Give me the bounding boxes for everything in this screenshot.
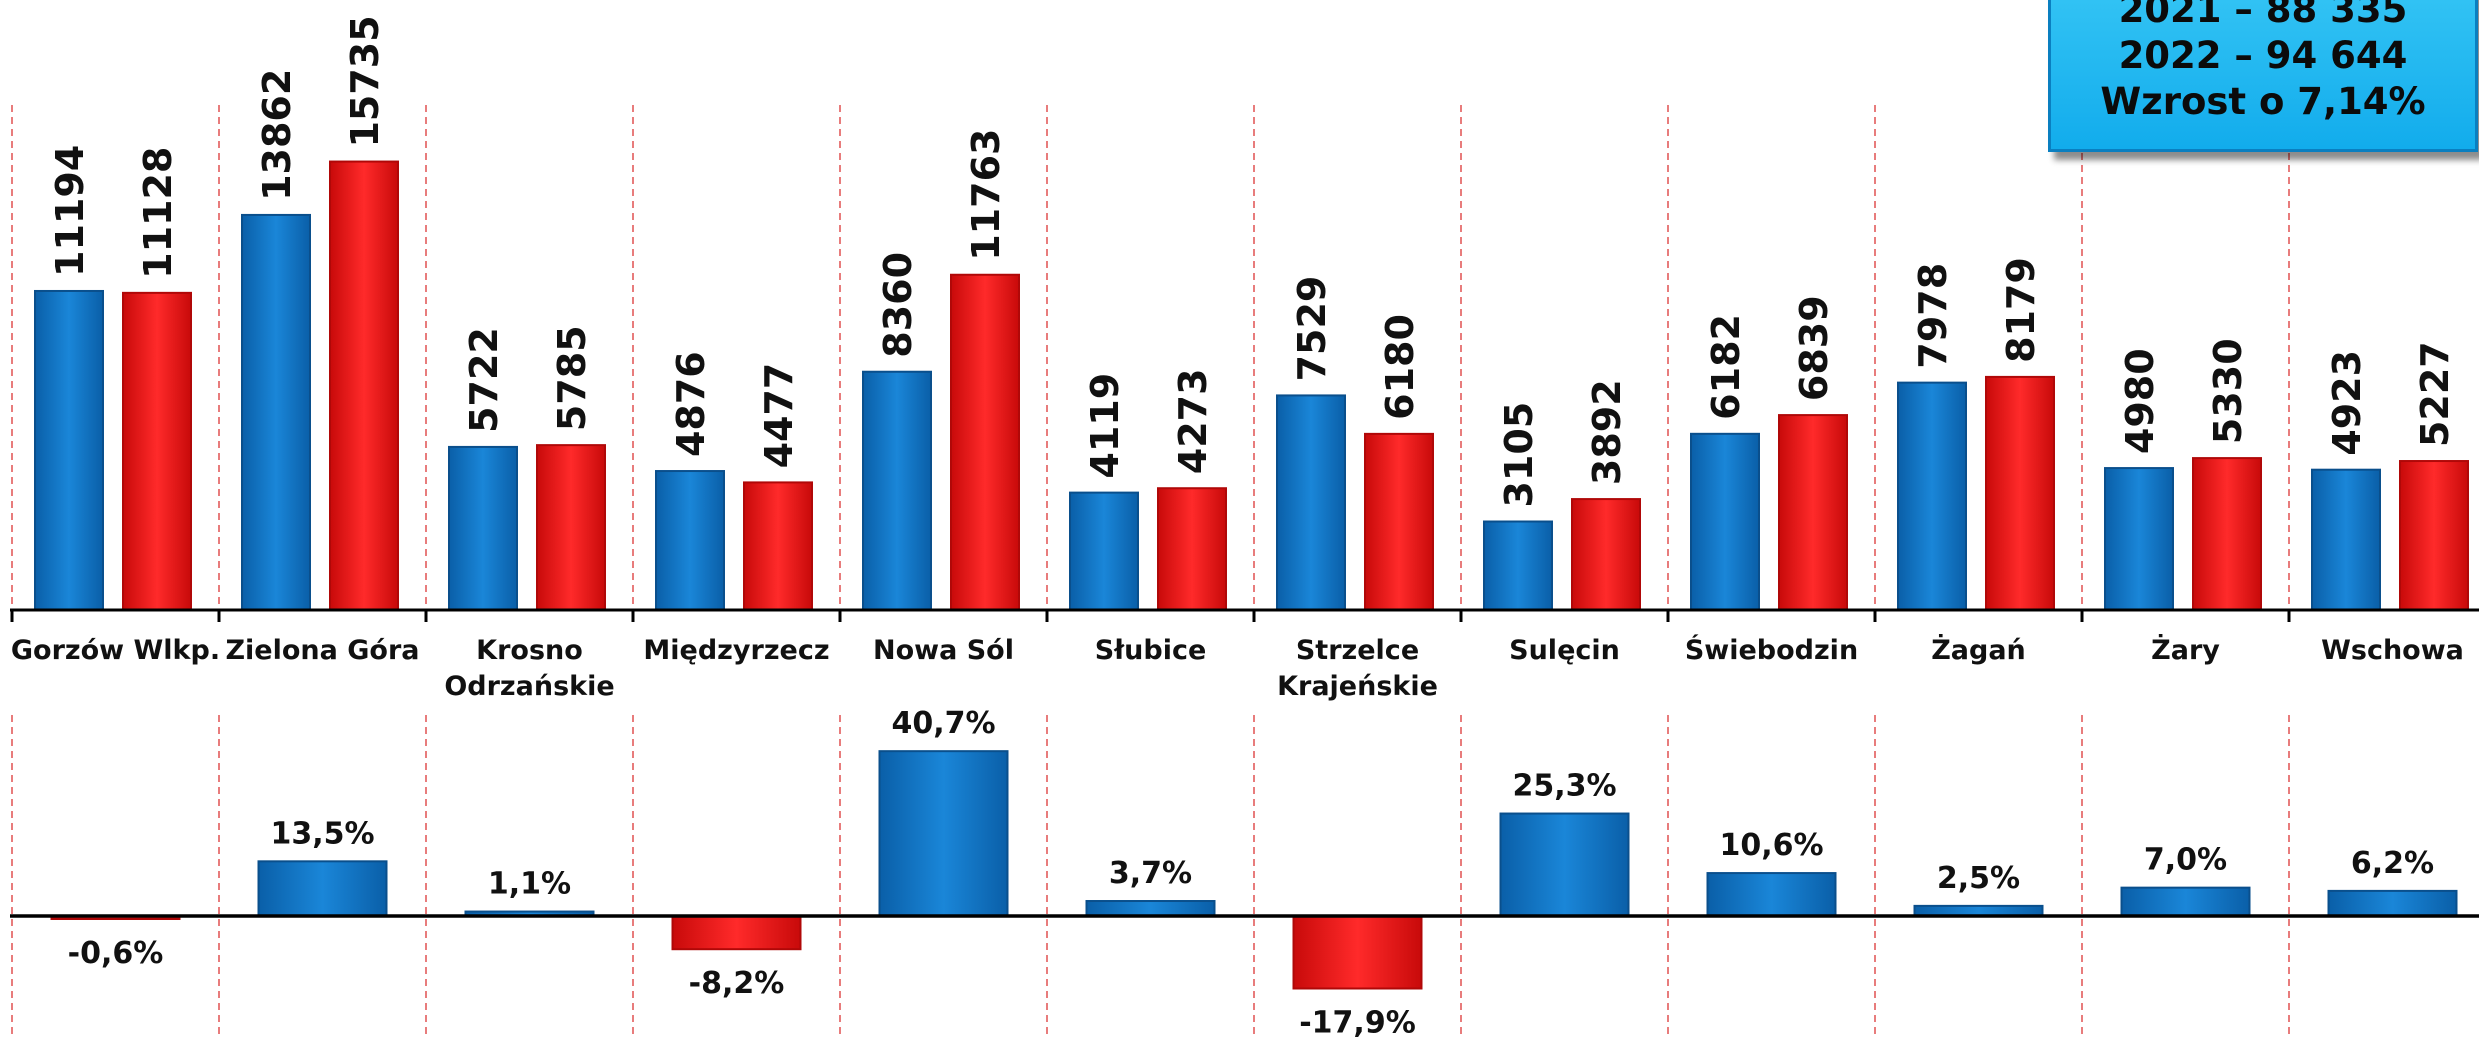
bar-2021: [2311, 468, 2381, 611]
data-label: 3892: [1585, 379, 1629, 485]
summary-box: 2021 – 88 335 2022 – 94 644 Wzrost o 7,1…: [2048, 0, 2478, 152]
bar-2021: [241, 213, 311, 611]
data-label: 4273: [1171, 368, 1215, 474]
data-label: 11763: [964, 129, 1008, 261]
bar-2022: [1157, 487, 1227, 612]
growth-bar: [2327, 889, 2458, 918]
growth-label: -0,6%: [68, 936, 164, 971]
data-label: 3105: [1497, 402, 1541, 508]
data-label: 8179: [1999, 257, 2043, 363]
growth-bar: [671, 915, 802, 951]
category-label: Gorzów Wlkp.: [11, 635, 220, 666]
data-label: 13862: [255, 69, 299, 201]
bar-2022: [1571, 498, 1641, 611]
data-label: 6182: [1704, 314, 1748, 420]
data-label: 4923: [2325, 350, 2369, 456]
bar-2021: [1690, 432, 1760, 611]
category-label: Strzelce: [1296, 635, 1419, 666]
bar-2022: [2399, 460, 2469, 611]
bar-2021: [655, 470, 725, 611]
category-label: Krajeńskie: [1277, 671, 1438, 702]
growth-label: 13,5%: [270, 816, 374, 851]
data-label: 11128: [136, 147, 180, 279]
growth-bar: [257, 860, 388, 918]
growth-bar: [1706, 872, 1837, 918]
category-label: Żagań: [1931, 634, 2026, 666]
bar-2022: [743, 481, 813, 611]
bar-2022: [950, 273, 1020, 611]
bar-2022: [329, 160, 399, 612]
category-label: Międzyrzecz: [643, 635, 829, 666]
bar-2021: [1483, 520, 1553, 612]
growth-label: 10,6%: [1719, 828, 1823, 863]
bar-2022: [1364, 432, 1434, 611]
category-label: Słubice: [1095, 635, 1207, 666]
bar-2021: [1069, 491, 1139, 611]
data-label: 5722: [462, 327, 506, 433]
summary-line-2022: 2022 – 94 644: [2118, 34, 2408, 77]
category-label: Świebodzin: [1685, 634, 1858, 666]
bar-2021: [2104, 467, 2174, 611]
growth-bar: [1292, 915, 1423, 990]
growth-bar: [1499, 812, 1630, 917]
category-label: Zielona Góra: [225, 635, 419, 666]
bar-2022: [122, 291, 192, 611]
growth-bar: [878, 750, 1009, 917]
growth-label: 1,1%: [488, 867, 571, 902]
data-label: 7978: [1911, 263, 1955, 369]
data-label: 4980: [2118, 348, 2162, 454]
data-label: 7529: [1290, 276, 1334, 382]
growth-label: 40,7%: [891, 706, 995, 741]
growth-label: 3,7%: [1109, 856, 1192, 891]
data-label: 6180: [1378, 314, 1422, 420]
category-label: Sulęcin: [1509, 635, 1620, 666]
growth-label: -17,9%: [1299, 1005, 1416, 1038]
bar-2021: [34, 289, 104, 611]
category-label: Nowa Sól: [873, 635, 1014, 666]
bar-2021: [1276, 394, 1346, 611]
data-label: 11194: [48, 145, 92, 277]
growth-bar: [1085, 900, 1216, 918]
data-label: 4876: [669, 351, 713, 457]
bar-2021: [1897, 381, 1967, 612]
data-label: 5227: [2413, 341, 2457, 447]
data-label: 5330: [2206, 338, 2250, 444]
data-label: 4119: [1083, 373, 1127, 479]
category-label: Żary: [2151, 634, 2220, 666]
category-label: Krosno: [476, 635, 583, 666]
data-label: 5785: [550, 325, 594, 431]
data-label: 15735: [343, 15, 387, 147]
bar-2021: [862, 370, 932, 611]
data-label: 6839: [1792, 295, 1836, 401]
summary-line-growth: Wzrost o 7,14%: [2100, 80, 2426, 123]
growth-label: 6,2%: [2351, 846, 2434, 881]
bar-2022: [1778, 414, 1848, 611]
growth-label: 7,0%: [2144, 843, 2227, 878]
data-label: 8360: [876, 252, 920, 358]
bar-2021: [448, 445, 518, 611]
data-label: 4477: [757, 363, 801, 469]
summary-line-2021: 2021 – 88 335: [2118, 0, 2408, 31]
bar-2022: [536, 444, 606, 611]
growth-bar: [2120, 886, 2251, 918]
growth-label: -8,2%: [689, 966, 785, 1001]
bar-2022: [1985, 375, 2055, 611]
category-label: Odrzańskie: [444, 671, 614, 702]
category-label: Wschowa: [2321, 635, 2464, 666]
bar-2022: [2192, 457, 2262, 611]
growth-label: 25,3%: [1512, 769, 1616, 804]
growth-label: 2,5%: [1937, 861, 2020, 896]
